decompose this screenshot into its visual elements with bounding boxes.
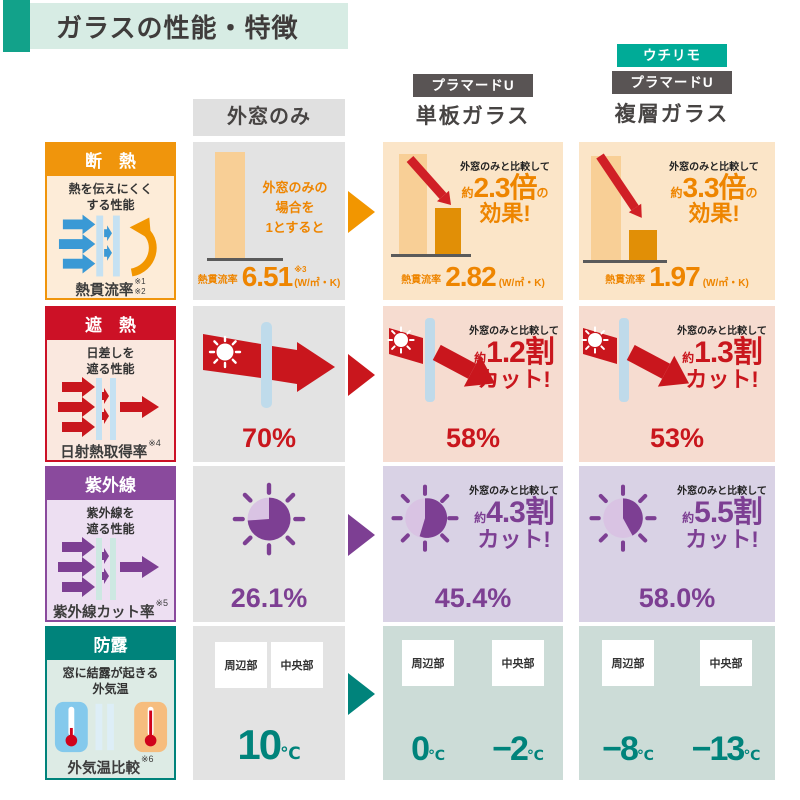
uv-double-boost: 外窓のみと比較して 約5.5割 カット! [677,486,767,552]
page-title: ガラスの性能・特徴 [56,13,299,43]
condensation-icon [47,697,174,757]
column-header-single-glass: 単板ガラス [415,105,531,128]
baseline-bar [215,152,245,258]
arrow-right-orange [348,191,375,233]
solar-gain-baseline: 70% [241,423,297,453]
sun-arrow-blocked-icon [387,318,496,402]
baseline-note: 外窓のみの 場合を 1とすると [262,180,328,236]
insulation-metric-name: 熱貫流率 ※1 ※2 [75,277,146,300]
uv-category: 紫外線 [47,468,174,500]
temp-single-center: −2℃ [492,730,544,768]
zone-label-outer: 周辺部 [602,640,654,686]
insulation-icon [47,213,174,279]
plamado-u-badge-2: プラマードU [612,71,732,94]
condensation-label-cell: 防露 窓に結露が起きる 外気温 [45,626,176,780]
shading-label-cell: 遮 熱 日差しを 遮る性能 日射熱取得率 ※4 [45,306,176,462]
zone-label-center: 中央部 [700,640,752,686]
thermometers-icon [54,702,167,753]
condensation-baseline-cell: 周辺部 中央部 10℃ [193,626,345,780]
heat-flow-icon [58,214,157,277]
condensation-single-glass-cell: 周辺部 中央部 0℃ −2℃ [383,626,563,780]
chart-baseline [583,260,667,263]
shading-icon [47,377,174,441]
zone-label-outer: 周辺部 [402,640,454,686]
uv-label-cell: 紫外線 紫外線を 遮る性能 紫外線カット率 ※5 [45,466,176,622]
condensation-double-glass-cell: 周辺部 中央部 −8℃ −13℃ [579,626,775,780]
arrow-right-teal [348,673,375,715]
shading-baseline-cell: 70% [193,306,345,462]
uv-metric-name: 紫外線カット率 ※5 [52,598,169,622]
arrow-right-red [348,354,375,396]
shading-metric-name: 日射熱取得率 ※4 [60,438,161,462]
short-bar [629,230,657,260]
uv-icon [47,537,174,601]
shading-category: 遮 熱 [47,308,174,340]
solar-gain-single: 58% [445,423,501,453]
temp-baseline: 10℃ [237,721,301,768]
title-accent-square [3,0,30,52]
insulation-double-glass-cell: 外窓のみと比較して 約3.3倍の 効果! 熱貫流率 1.97 (W/㎡・K) [579,142,775,300]
falling-arrow-icon [596,153,642,218]
temp-single-outer: 0℃ [411,730,445,768]
sun-pie-icon [391,484,459,552]
uv-block-icon [57,537,159,601]
insulation-single-boost: 外窓のみと比較して 約2.3倍の 効果! [460,162,550,226]
plamado-u-badge: プラマードU [413,74,533,97]
insulation-label-cell: 断 熱 熱を伝えにくく する性能 熱貫流率 [45,142,176,300]
shading-double-glass-cell: 外窓のみと比較して 約1.3割 カット! 53% [579,306,775,462]
u-value-single: 熱貫流率 2.82 (W/㎡・K) [401,261,545,292]
solar-gain-double: 53% [649,423,705,453]
zone-label-center: 中央部 [492,640,544,686]
temp-double-outer: −8℃ [602,730,654,768]
condensation-metric-name: 外気温比較 ※6 [67,754,154,778]
uv-double-glass-cell: 外窓のみと比較して 約5.5割 カット! 58.0% [579,466,775,622]
chart-baseline [391,254,471,257]
sunlight-block-icon [57,377,159,441]
sun-pie-icon [589,484,657,552]
sun-arrow-blocked-icon [581,318,690,402]
arrow-right-purple [348,514,375,556]
u-value-double: 熱貫流率 1.97 (W/㎡・K) [605,261,749,292]
uv-cut-double: 58.0% [638,583,716,613]
shading-description: 日差しを 遮る性能 [86,346,135,377]
condensation-category: 防露 [47,628,174,660]
insulation-category: 断 熱 [47,144,174,176]
insulation-description: 熱を伝えにくく する性能 [68,182,153,213]
row-shading: 遮 熱 日差しを 遮る性能 日射熱取得率 ※4 [45,306,775,462]
insulation-baseline-cell: 外窓のみの 場合を 1とすると 熱貫流率 6.51 ※3 (W/㎡・K) [193,142,345,300]
shading-single-boost: 外窓のみと比較して 約1.2割 カット! [469,326,559,392]
uv-cut-baseline: 26.1% [230,583,308,613]
row-condensation: 防露 窓に結露が起きる 外気温 [45,626,775,780]
temp-double-center: −13℃ [691,730,761,768]
column-header-double-glass: 複層ガラス [614,103,730,126]
insulation-metric-refs: ※1 ※2 [134,277,146,296]
uchirimo-badge: ウチリモ [617,44,727,67]
insulation-double-boost: 外窓のみと比較して 約3.3倍の 効果! [669,162,759,226]
sun-arrow-through-glass-icon [203,322,335,408]
chart-baseline [207,258,283,261]
zone-label-center: 中央部 [271,642,323,688]
shading-single-glass-cell: 外窓のみと比較して 約1.2割 カット! 58% [383,306,563,462]
title-banner [30,3,348,49]
condensation-description: 窓に結露が起きる 外気温 [62,666,159,697]
uv-single-glass-cell: 外窓のみと比較して 約4.3割 カット! 45.4% [383,466,563,622]
row-insulation: 断 熱 熱を伝えにくく する性能 熱貫流率 [45,142,775,300]
u-value-baseline: 熱貫流率 6.51 ※3 (W/㎡・K) [197,261,341,292]
uv-description: 紫外線を 遮る性能 [86,506,135,537]
insulation-single-glass-cell: 外窓のみと比較して 約2.3倍の 効果! 熱貫流率 2.82 (W/㎡・K) [383,142,563,300]
uv-cut-single: 45.4% [434,583,512,613]
zone-label-outer: 周辺部 [215,642,267,688]
sun-pie-icon [232,482,306,556]
column-header-outer-window-only: 外窓のみ [193,99,345,136]
row-uv: 紫外線 紫外線を 遮る性能 紫外線カット率 ※5 [45,466,775,622]
falling-arrow-icon [406,156,451,205]
uv-baseline-cell: 26.1% [193,466,345,622]
uv-single-boost: 外窓のみと比較して 約4.3割 カット! [469,486,559,552]
shading-double-boost: 外窓のみと比較して 約1.3割 カット! [677,326,767,392]
short-bar [435,208,461,254]
